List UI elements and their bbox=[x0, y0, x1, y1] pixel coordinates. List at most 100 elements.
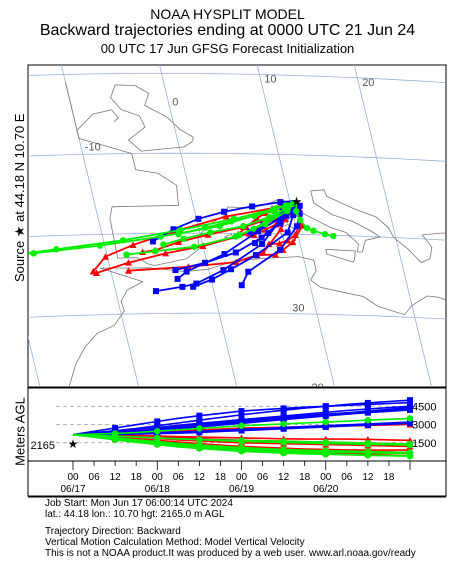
trajectory-marker bbox=[273, 211, 280, 218]
hour-tick-label: 18 bbox=[383, 472, 395, 483]
height-marker bbox=[196, 412, 203, 419]
trajectory-marker bbox=[220, 266, 227, 273]
trajectory-marker bbox=[245, 268, 252, 275]
hour-tick-label: 00 bbox=[67, 472, 79, 483]
height-marker bbox=[196, 442, 203, 450]
trajectory-marker bbox=[124, 267, 132, 274]
trajectory-marker bbox=[290, 212, 297, 219]
longitude-label: -20 bbox=[0, 145, 3, 157]
trajectory-marker bbox=[149, 238, 156, 245]
trajectory-marker bbox=[277, 215, 284, 222]
model-title: NOAA HYSPLIT MODEL bbox=[150, 6, 305, 22]
trajectory-marker bbox=[293, 223, 300, 230]
height-marker bbox=[364, 408, 371, 415]
height-marker bbox=[280, 405, 287, 412]
trajectory-marker bbox=[249, 203, 256, 210]
longitude-label: 10 bbox=[264, 74, 276, 86]
trajectory-marker bbox=[262, 218, 269, 225]
info-block: Job Start: Mon Jun 17 06:00:14 UTC 2024 … bbox=[45, 498, 416, 559]
trajectory-marker bbox=[252, 240, 259, 247]
hour-tick-label: 00 bbox=[320, 472, 332, 483]
trajectory-marker bbox=[292, 208, 300, 215]
height-marker bbox=[322, 403, 329, 410]
longitude-label: -10 bbox=[85, 141, 101, 153]
trajectory-marker bbox=[170, 226, 177, 233]
height-tick-label: 1500 bbox=[412, 438, 436, 450]
trajectory-marker bbox=[297, 216, 304, 224]
start-height-star: ★ bbox=[68, 437, 79, 451]
trajectory-marker bbox=[277, 225, 285, 233]
height-marker bbox=[238, 408, 245, 415]
trajectory-marker bbox=[228, 266, 235, 273]
trajectory-marker bbox=[321, 231, 329, 238]
trajectory-marker bbox=[193, 280, 200, 287]
height-marker bbox=[406, 450, 414, 457]
trajectory-marker bbox=[221, 208, 228, 215]
trajectory-marker bbox=[151, 247, 159, 255]
trajectory-marker bbox=[157, 233, 164, 240]
trajectory-marker bbox=[240, 223, 247, 230]
trajectory-direction: Trajectory Direction: Backward bbox=[45, 526, 181, 537]
trajectory-marker bbox=[259, 240, 266, 247]
trajectory-marker bbox=[265, 229, 272, 236]
height-marker bbox=[364, 449, 372, 456]
height-marker bbox=[322, 438, 329, 446]
trajectory-marker bbox=[296, 202, 303, 209]
hour-tick-label: 00 bbox=[152, 472, 164, 483]
date-label: 06/19 bbox=[229, 484, 254, 495]
hour-tick-label: 06 bbox=[257, 472, 269, 483]
start-height-label: 2165 bbox=[31, 440, 55, 452]
hour-tick-label: 12 bbox=[278, 472, 290, 483]
height-marker bbox=[280, 420, 287, 428]
trajectory-marker bbox=[190, 283, 197, 290]
hour-tick-label: 06 bbox=[341, 472, 353, 483]
trajectory-marker bbox=[252, 252, 259, 259]
time-axis: 1812060018120600181206001812060006/2006/… bbox=[60, 461, 411, 495]
height-marker bbox=[364, 401, 371, 408]
trajectory-marker bbox=[283, 212, 290, 219]
trajectory-marker bbox=[303, 224, 311, 232]
trajectory-marker bbox=[195, 215, 202, 222]
disclaimer: This is not a NOAA product.It was produc… bbox=[45, 548, 416, 559]
height-marker bbox=[238, 422, 245, 429]
height-frame bbox=[27, 387, 447, 497]
height-marker bbox=[406, 440, 414, 448]
height-marker bbox=[154, 427, 161, 435]
latitude-labels: 30 20 bbox=[292, 302, 324, 394]
trajectory-marker bbox=[180, 235, 187, 243]
trajectory-marker bbox=[271, 251, 279, 258]
trajectory-marker bbox=[250, 225, 257, 232]
height-marker bbox=[154, 418, 161, 425]
hour-tick-label: 18 bbox=[131, 472, 143, 483]
height-marker bbox=[407, 399, 413, 406]
date-label: 06/20 bbox=[313, 484, 338, 495]
trajectory-marker bbox=[253, 226, 260, 233]
height-marker bbox=[280, 415, 287, 422]
height-marker bbox=[196, 436, 203, 443]
longitude-label: 0 bbox=[172, 96, 178, 108]
trajectory-marker bbox=[207, 229, 214, 236]
height-marker bbox=[407, 419, 413, 426]
hour-tick-label: 06 bbox=[89, 472, 101, 483]
trajectory-marker bbox=[238, 282, 245, 289]
height-marker bbox=[364, 417, 372, 424]
hour-tick-label: 00 bbox=[236, 472, 248, 483]
trajectory-marker bbox=[162, 249, 170, 257]
height-marker bbox=[364, 439, 372, 447]
trajectory-marker bbox=[232, 249, 239, 256]
date-label: 06/18 bbox=[145, 484, 170, 495]
height-marker bbox=[280, 424, 287, 431]
trajectory-marker bbox=[202, 224, 209, 231]
trajectory-marker bbox=[277, 246, 284, 253]
trajectory-marker bbox=[310, 227, 317, 234]
trajectory-marker bbox=[276, 220, 283, 227]
trajectory-marker bbox=[124, 259, 132, 266]
height-marker bbox=[111, 432, 119, 440]
height-tick-label: 3000 bbox=[412, 420, 436, 432]
trajectory-marker bbox=[251, 212, 258, 220]
height-marker bbox=[364, 420, 371, 427]
height-tick-label: 4500 bbox=[412, 401, 436, 413]
latitude-label: 20 bbox=[312, 382, 324, 394]
